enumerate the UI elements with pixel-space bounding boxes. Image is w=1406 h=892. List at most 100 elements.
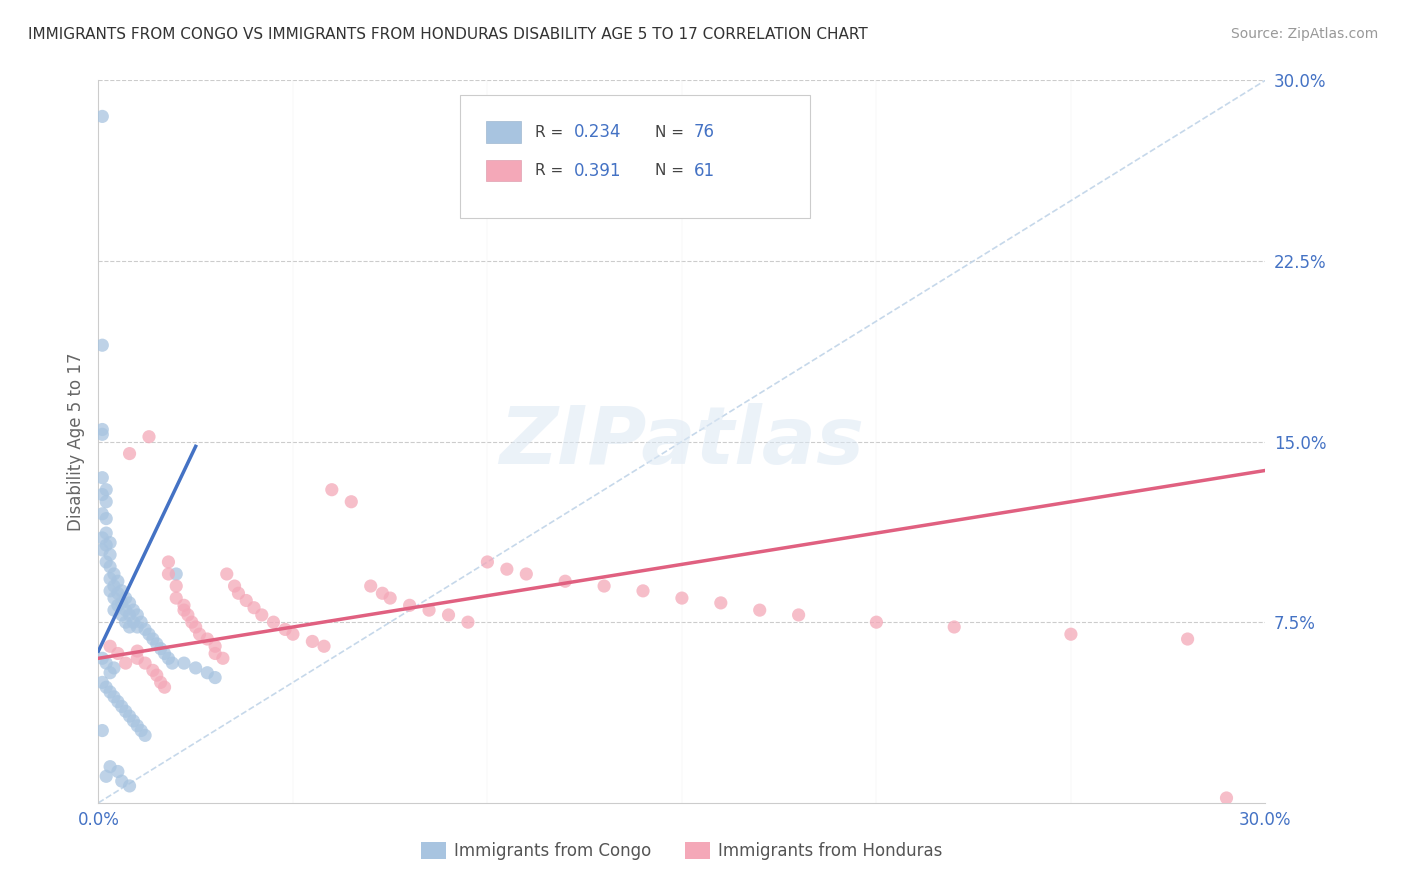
- Point: [114, 704, 136, 718]
- Point: [111, 607, 134, 622]
- Point: [262, 615, 284, 630]
- Point: [165, 567, 187, 582]
- Point: [371, 586, 394, 600]
- Point: [91, 542, 114, 557]
- Point: [107, 586, 129, 600]
- Point: [204, 639, 226, 653]
- Point: [98, 685, 121, 699]
- Point: [477, 555, 499, 569]
- Point: [98, 760, 121, 774]
- Point: [134, 656, 156, 670]
- Point: [122, 603, 145, 617]
- Point: [91, 427, 114, 442]
- Point: [96, 526, 118, 541]
- Point: [96, 494, 118, 508]
- Text: 76: 76: [693, 123, 714, 141]
- Point: [103, 690, 125, 704]
- Point: [153, 647, 176, 661]
- Point: [1177, 632, 1199, 646]
- Point: [224, 579, 246, 593]
- Point: [593, 579, 616, 593]
- Y-axis label: Disability Age 5 to 17: Disability Age 5 to 17: [66, 352, 84, 531]
- Bar: [486, 121, 520, 143]
- Point: [398, 599, 420, 613]
- Point: [184, 661, 207, 675]
- Point: [122, 714, 145, 728]
- Point: [127, 719, 149, 733]
- Point: [103, 603, 125, 617]
- Point: [671, 591, 693, 605]
- Point: [91, 723, 114, 738]
- Point: [129, 723, 152, 738]
- Point: [127, 620, 149, 634]
- Point: [165, 591, 187, 605]
- Point: [149, 675, 172, 690]
- Point: [114, 615, 136, 630]
- Point: [380, 591, 402, 605]
- Text: ZIPatlas: ZIPatlas: [499, 402, 865, 481]
- Point: [250, 607, 273, 622]
- Text: R =: R =: [534, 125, 568, 140]
- Point: [340, 494, 363, 508]
- Point: [142, 632, 165, 646]
- Point: [107, 647, 129, 661]
- Point: [98, 559, 121, 574]
- Point: [157, 567, 180, 582]
- Point: [111, 596, 134, 610]
- Point: [146, 668, 169, 682]
- Text: 0.391: 0.391: [574, 161, 621, 179]
- Point: [91, 338, 114, 352]
- Point: [134, 728, 156, 742]
- Point: [98, 535, 121, 549]
- Bar: [486, 160, 520, 181]
- Point: [710, 596, 733, 610]
- Point: [103, 567, 125, 582]
- Point: [195, 665, 218, 680]
- Point: [96, 680, 118, 694]
- Point: [111, 583, 134, 598]
- Point: [204, 647, 226, 661]
- Point: [127, 644, 149, 658]
- Point: [111, 699, 134, 714]
- Point: [173, 599, 195, 613]
- Text: IMMIGRANTS FROM CONGO VS IMMIGRANTS FROM HONDURAS DISABILITY AGE 5 TO 17 CORRELA: IMMIGRANTS FROM CONGO VS IMMIGRANTS FROM…: [28, 27, 868, 42]
- Point: [91, 675, 114, 690]
- Point: [173, 656, 195, 670]
- Point: [162, 656, 184, 670]
- Point: [96, 511, 118, 525]
- Point: [118, 607, 141, 622]
- Point: [98, 572, 121, 586]
- Point: [103, 661, 125, 675]
- Point: [98, 548, 121, 562]
- Point: [212, 651, 235, 665]
- Point: [91, 109, 114, 123]
- Point: [91, 507, 114, 521]
- Point: [281, 627, 304, 641]
- Point: [96, 538, 118, 552]
- Point: [457, 615, 479, 630]
- Point: [496, 562, 519, 576]
- Point: [165, 579, 187, 593]
- Point: [91, 470, 114, 484]
- Point: [173, 603, 195, 617]
- Text: Source: ZipAtlas.com: Source: ZipAtlas.com: [1230, 27, 1378, 41]
- Point: [103, 579, 125, 593]
- Point: [180, 615, 202, 630]
- Point: [204, 671, 226, 685]
- Point: [118, 446, 141, 460]
- Point: [91, 651, 114, 665]
- Point: [138, 627, 160, 641]
- Point: [228, 586, 250, 600]
- Legend: Immigrants from Congo, Immigrants from Honduras: Immigrants from Congo, Immigrants from H…: [415, 835, 949, 867]
- Point: [243, 600, 266, 615]
- Point: [107, 764, 129, 779]
- Point: [127, 651, 149, 665]
- Point: [149, 641, 172, 656]
- Point: [127, 607, 149, 622]
- Point: [129, 615, 152, 630]
- Point: [215, 567, 238, 582]
- Point: [157, 555, 180, 569]
- Point: [114, 591, 136, 605]
- Point: [96, 656, 118, 670]
- Point: [91, 531, 114, 545]
